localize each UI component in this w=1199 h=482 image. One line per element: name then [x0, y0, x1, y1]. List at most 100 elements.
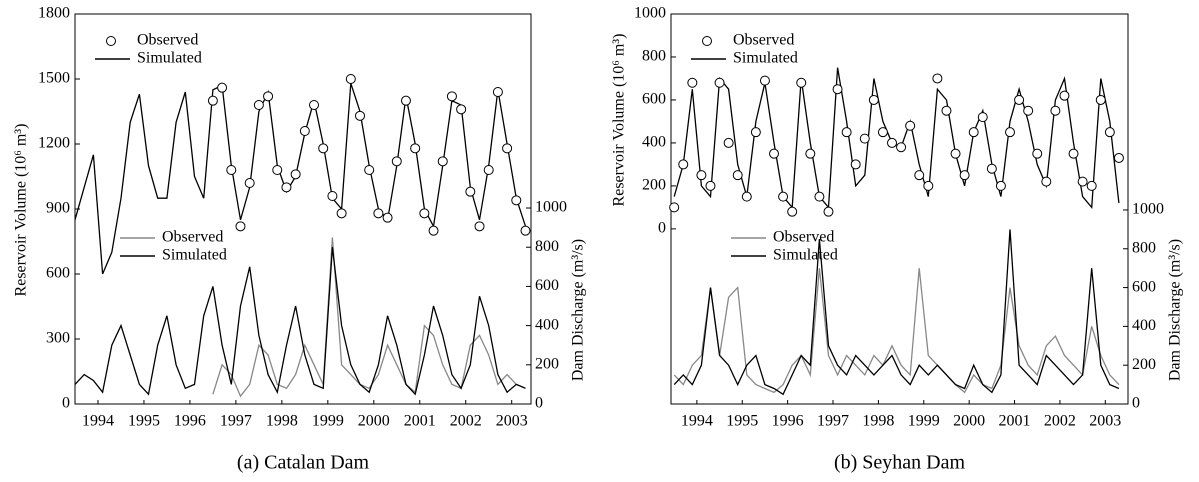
observed-point — [1095, 94, 1106, 105]
y2-tick-label: 200 — [535, 355, 559, 372]
x-tick-label: 1998 — [862, 413, 894, 430]
observed-point — [318, 143, 329, 154]
y-axis-label: Reservoir Volume (10⁶ m³) — [611, 34, 628, 207]
y2-tick-label: 1000 — [535, 199, 567, 216]
observed-point — [1014, 94, 1025, 105]
observed-point — [364, 165, 375, 175]
observed-point — [750, 127, 761, 138]
y2-tick-label: 800 — [535, 238, 559, 255]
observed-point — [345, 74, 356, 84]
series-line — [74, 83, 527, 275]
observed-point — [814, 191, 825, 202]
observed-point — [437, 156, 448, 167]
caption: (b) Seyhan Dam — [834, 452, 966, 474]
y2-tick-label: 1000 — [1132, 201, 1164, 218]
x-tick-label: 2003 — [496, 413, 528, 430]
x-tick-label: 1999 — [312, 413, 344, 430]
y-tick-label: 200 — [642, 177, 666, 194]
observed-point — [905, 120, 916, 131]
observed-point — [832, 84, 843, 95]
legend-marker — [702, 36, 712, 46]
observed-point — [1104, 127, 1115, 138]
y-tick-label: 1000 — [634, 5, 666, 22]
y2-tick-label: 400 — [535, 316, 559, 333]
x-tick-label: 2001 — [404, 413, 436, 430]
x-tick-label: 1994 — [82, 413, 114, 430]
y-tick-label: 0 — [62, 395, 70, 412]
x-tick-label: 1995 — [726, 413, 758, 430]
observed-point — [741, 191, 752, 202]
observed-point — [769, 148, 780, 159]
observed-point — [1086, 180, 1097, 191]
y-tick-label: 800 — [642, 48, 666, 65]
y-tick-label: 600 — [46, 265, 70, 282]
observed-point — [941, 105, 952, 116]
observed-point — [1077, 176, 1088, 187]
observed-point — [986, 163, 997, 174]
observed-point — [950, 148, 961, 159]
y2-tick-label: 400 — [1132, 317, 1156, 334]
observed-point — [290, 169, 301, 180]
observed-point — [207, 95, 218, 106]
observed-point — [244, 178, 255, 188]
legend-marker — [106, 36, 116, 46]
observed-point — [787, 206, 798, 217]
x-tick-label: 2003 — [1089, 413, 1121, 430]
observed-point — [355, 110, 365, 121]
observed-point — [272, 165, 283, 175]
observed-point — [859, 133, 870, 144]
y-tick-label: 1500 — [38, 70, 70, 87]
observed-point — [373, 208, 384, 219]
observed-point — [263, 91, 274, 102]
y-tick-label: 400 — [642, 134, 666, 151]
legend-label: Simulated — [162, 247, 227, 264]
observed-point — [669, 202, 680, 213]
observed-point — [887, 137, 898, 148]
observed-point — [678, 159, 689, 170]
series-line — [673, 229, 1120, 396]
y-tick-label: 300 — [46, 330, 70, 347]
observed-point — [327, 191, 338, 201]
y2-tick-label: 0 — [1132, 395, 1140, 412]
series-line — [74, 247, 526, 396]
x-tick-label: 1997 — [817, 413, 849, 430]
observed-point — [235, 221, 246, 232]
legend-label: Observed — [773, 229, 834, 246]
observed-point — [868, 94, 879, 105]
observed-point — [474, 221, 485, 232]
y2-tick-label: 200 — [1132, 356, 1156, 373]
observed-point — [400, 95, 411, 106]
observed-point — [336, 208, 347, 219]
y-tick-label: 600 — [642, 91, 666, 108]
observed-point — [1023, 105, 1034, 116]
y2-tick-label: 800 — [1132, 239, 1156, 256]
x-tick-label: 2000 — [953, 413, 985, 430]
observed-point — [1050, 105, 1061, 116]
legend-label: Observed — [137, 32, 198, 49]
observed-point — [492, 87, 503, 97]
observed-point — [959, 170, 970, 181]
legend-label: Observed — [162, 229, 223, 246]
observed-point — [299, 126, 310, 136]
observed-point — [923, 180, 934, 191]
y-tick-label: 1200 — [38, 135, 70, 152]
x-tick-label: 2002 — [450, 413, 482, 430]
series-line — [212, 237, 526, 398]
observed-point — [1068, 148, 1079, 159]
observed-point — [696, 170, 707, 181]
series-line — [673, 67, 1120, 210]
observed-point — [759, 75, 770, 86]
observed-point — [511, 195, 522, 206]
observed-point — [1113, 152, 1124, 163]
legend-label: Observed — [733, 32, 794, 49]
y2-tick-label: 0 — [535, 395, 543, 412]
observed-point — [705, 180, 716, 191]
observed-point — [968, 127, 979, 138]
observed-point — [932, 73, 943, 84]
observed-point — [732, 170, 743, 181]
observed-point — [977, 112, 988, 123]
caption: (a) Catalan Dam — [237, 452, 370, 474]
observed-point — [995, 180, 1006, 191]
observed-point — [446, 91, 457, 102]
